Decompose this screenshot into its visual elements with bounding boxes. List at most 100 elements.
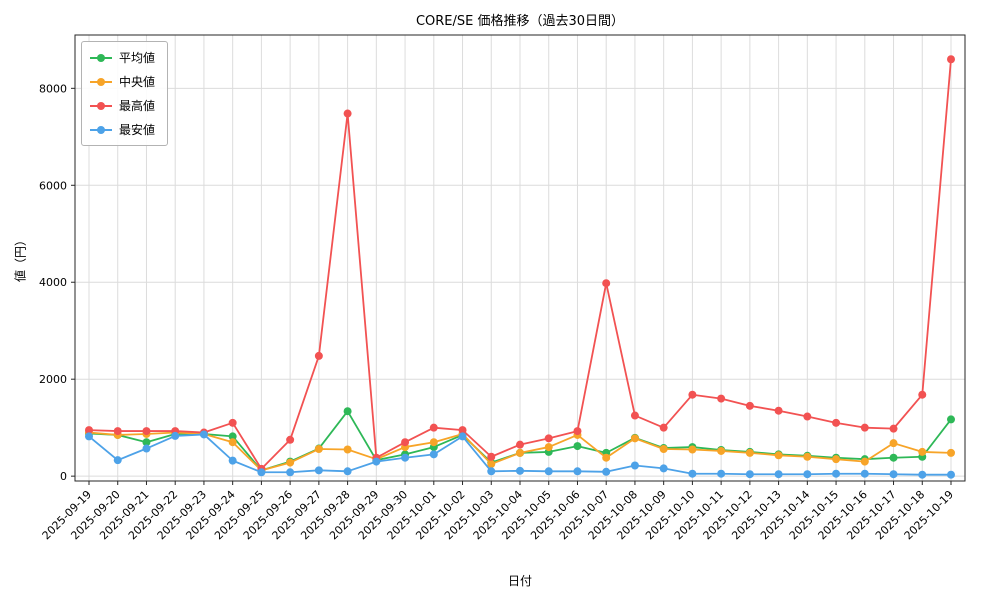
data-point-max [573,427,582,436]
data-point-median [429,438,438,447]
data-point-max [343,109,352,118]
data-point-min [544,467,553,476]
legend-marker-min-icon [90,125,112,134]
legend-label-median: 中央値 [119,75,156,89]
data-point-max [774,406,783,415]
data-point-min [228,456,237,465]
data-point-median [516,448,524,457]
data-point-min [573,467,582,476]
data-point-max [142,427,151,436]
y-tick-label: 2000 [39,373,67,386]
legend-marker-mean-icon [90,53,112,62]
legend-dot-max-icon [97,101,105,110]
series-min [85,430,955,479]
data-point-max [889,424,898,433]
data-point-min [803,470,812,479]
legend-item-min: 最安値 [90,121,155,138]
data-point-min [429,450,438,459]
data-point-median [688,445,697,454]
y-axis-label: 値（円） [13,233,28,283]
data-point-median [659,445,668,454]
data-point-max [803,412,812,421]
data-point-max [516,440,524,449]
legend-label-min: 最安値 [119,123,156,137]
data-point-min [602,467,611,476]
data-point-max [860,423,869,432]
legend-label-mean: 平均値 [119,51,156,65]
data-point-min [889,470,898,479]
data-point-min [314,466,323,475]
data-point-min [113,456,122,465]
legend-marker-median-icon [90,77,112,86]
legend-marker-max-icon [90,101,112,110]
data-point-min [717,469,726,478]
data-point-median [314,445,323,454]
data-point-median [947,448,955,457]
data-point-median [745,448,754,457]
chart-title: CORE/SE 価格推移（過去30日間） [415,14,625,29]
legend-dot-median-icon [97,77,105,86]
legend-dot-mean-icon [97,53,105,62]
data-point-max [228,418,237,427]
data-point-min [286,468,295,477]
data-point-max [429,423,438,432]
y-tick-label: 0 [60,470,67,483]
data-point-max [487,452,496,461]
data-point-median [228,438,237,447]
data-point-min [688,469,697,478]
x-axis-label: 日付 [507,574,532,588]
data-point-min [458,432,467,441]
legend-dot-min-icon [97,125,105,134]
data-point-min [401,453,410,462]
data-point-min [516,466,524,475]
data-point-max [286,435,295,444]
data-point-mean [343,407,352,416]
y-axis-ticks: 0 2000 4000 6000 8000 [39,82,75,483]
data-point-max [458,426,467,435]
legend-item-mean: 平均値 [90,49,155,66]
data-point-min [860,469,869,478]
data-point-max [630,411,639,420]
data-point-min [832,469,841,478]
data-point-min [257,468,266,477]
data-point-min [171,431,180,440]
y-tick-label: 8000 [39,82,67,95]
data-point-max [544,434,553,443]
data-point-max [602,279,611,288]
data-point-median [630,434,639,443]
data-point-max [688,390,697,399]
data-point-max [113,427,122,436]
data-point-max [85,426,93,435]
data-point-median [774,451,783,460]
series-max [85,55,955,473]
data-point-median [860,457,869,466]
data-point-median [889,439,898,448]
data-point-max [745,401,754,410]
legend-item-median: 中央値 [90,73,155,90]
data-point-min [343,467,352,476]
data-point-mean [947,415,955,424]
data-point-max [832,418,841,427]
data-point-min [918,470,927,479]
data-point-median [918,447,927,456]
data-point-median [832,455,841,464]
data-point-max [918,390,927,399]
data-point-min [947,470,955,479]
legend: 平均値中央値最高値最安値 [81,41,169,146]
x-axis-ticks: 2025-09-192025-09-202025-09-212025-09-22… [40,481,956,542]
data-point-mean [573,442,582,451]
legend-item-max: 最高値 [90,97,155,114]
data-point-median [544,443,553,452]
data-point-max [717,394,726,403]
data-point-median [803,452,812,461]
data-point-median [717,446,726,455]
data-point-min [774,470,783,479]
data-point-median [602,453,611,462]
data-point-max [947,55,955,64]
gridlines [75,35,965,481]
data-point-max [659,423,668,432]
data-point-min [745,470,754,479]
y-tick-label: 6000 [39,179,67,192]
data-point-min [142,444,151,453]
